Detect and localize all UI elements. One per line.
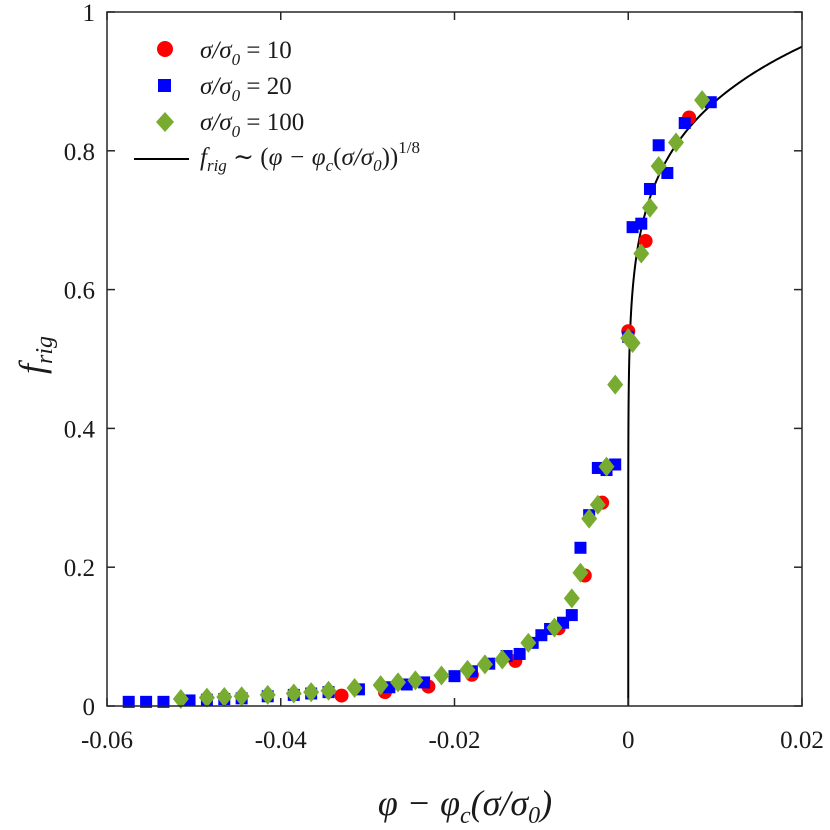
point-sigma-20 [661, 167, 674, 180]
point-sigma-20 [513, 647, 526, 660]
point-sigma-100 [633, 243, 650, 264]
x-tick-label: -0.02 [428, 727, 480, 754]
point-sigma-100 [589, 494, 606, 515]
point-sigma-100 [198, 687, 215, 708]
legend: σ/σ0 = 10 σ/σ0 = 20 σ/σ0 = 100 frig ∼ (φ… [134, 37, 420, 175]
point-sigma-100 [624, 333, 641, 354]
axes-layer: -0.06 -0.04 -0.02 0 0.02 0 0.2 0.4 0.6 0.8 1 [64, 0, 824, 754]
point-sigma-20 [678, 117, 691, 130]
legend-marker-sigma-100 [156, 112, 174, 132]
point-sigma-100 [641, 197, 658, 218]
point-sigma-20 [574, 541, 587, 554]
legend-marker-sigma-10 [157, 41, 173, 57]
point-sigma-100 [476, 654, 493, 675]
y-tick-label: 0.4 [64, 416, 96, 443]
point-sigma-20 [565, 609, 578, 622]
x-tick-label: 0.02 [780, 727, 824, 754]
point-sigma-100 [285, 683, 302, 704]
x-tick-label: 0 [622, 727, 635, 754]
point-sigma-100 [172, 689, 189, 710]
point-sigma-10 [638, 234, 653, 249]
point-sigma-20 [122, 695, 135, 708]
point-sigma-10 [334, 688, 349, 703]
point-sigma-100 [459, 659, 476, 680]
point-sigma-100 [303, 682, 320, 703]
point-sigma-100 [520, 632, 537, 653]
point-sigma-100 [346, 677, 363, 698]
point-sigma-100 [572, 562, 589, 583]
point-sigma-20 [652, 139, 665, 152]
point-sigma-100 [407, 670, 424, 691]
x-tick-label: -0.06 [81, 727, 133, 754]
y-tick-label: 1 [83, 0, 96, 27]
legend-entry-sigma-20: σ/σ0 = 20 [200, 73, 292, 105]
legend-entry-sigma-10: σ/σ0 = 10 [200, 37, 292, 69]
marker-layer [122, 90, 717, 710]
point-sigma-100 [598, 456, 615, 477]
legend-entry-sigma-100: σ/σ0 = 100 [200, 109, 304, 141]
point-sigma-100 [581, 508, 598, 529]
point-sigma-20 [643, 182, 656, 195]
point-sigma-100 [494, 649, 511, 670]
point-sigma-100 [233, 686, 250, 707]
x-axis-label: φ − φc(σ/σ0) [378, 783, 552, 829]
point-sigma-100 [390, 672, 407, 693]
point-sigma-20 [448, 670, 461, 683]
point-sigma-20 [157, 695, 170, 708]
point-sigma-100 [607, 374, 624, 395]
y-tick-label: 0 [83, 694, 96, 721]
point-sigma-100 [372, 675, 389, 696]
point-sigma-100 [563, 588, 580, 609]
point-sigma-100 [546, 617, 563, 638]
y-tick-label: 0.8 [64, 139, 95, 166]
point-sigma-100 [668, 132, 685, 153]
point-sigma-100 [216, 686, 233, 707]
point-sigma-20 [140, 695, 153, 708]
point-sigma-20 [635, 217, 648, 230]
point-sigma-100 [259, 684, 276, 705]
x-tick-label: -0.04 [255, 727, 308, 754]
legend-entry-power-law: frig ∼ (φ − φc(σ/σ0))1/8 [200, 138, 420, 175]
point-sigma-100 [433, 665, 450, 686]
y-tick-label: 0.6 [64, 278, 95, 305]
point-sigma-100 [650, 156, 667, 177]
y-axis-label: frig [12, 336, 58, 374]
point-sigma-100 [320, 680, 337, 701]
y-tick-label: 0.2 [64, 555, 95, 582]
legend-marker-sigma-20 [158, 79, 171, 92]
point-sigma-100 [694, 90, 711, 111]
